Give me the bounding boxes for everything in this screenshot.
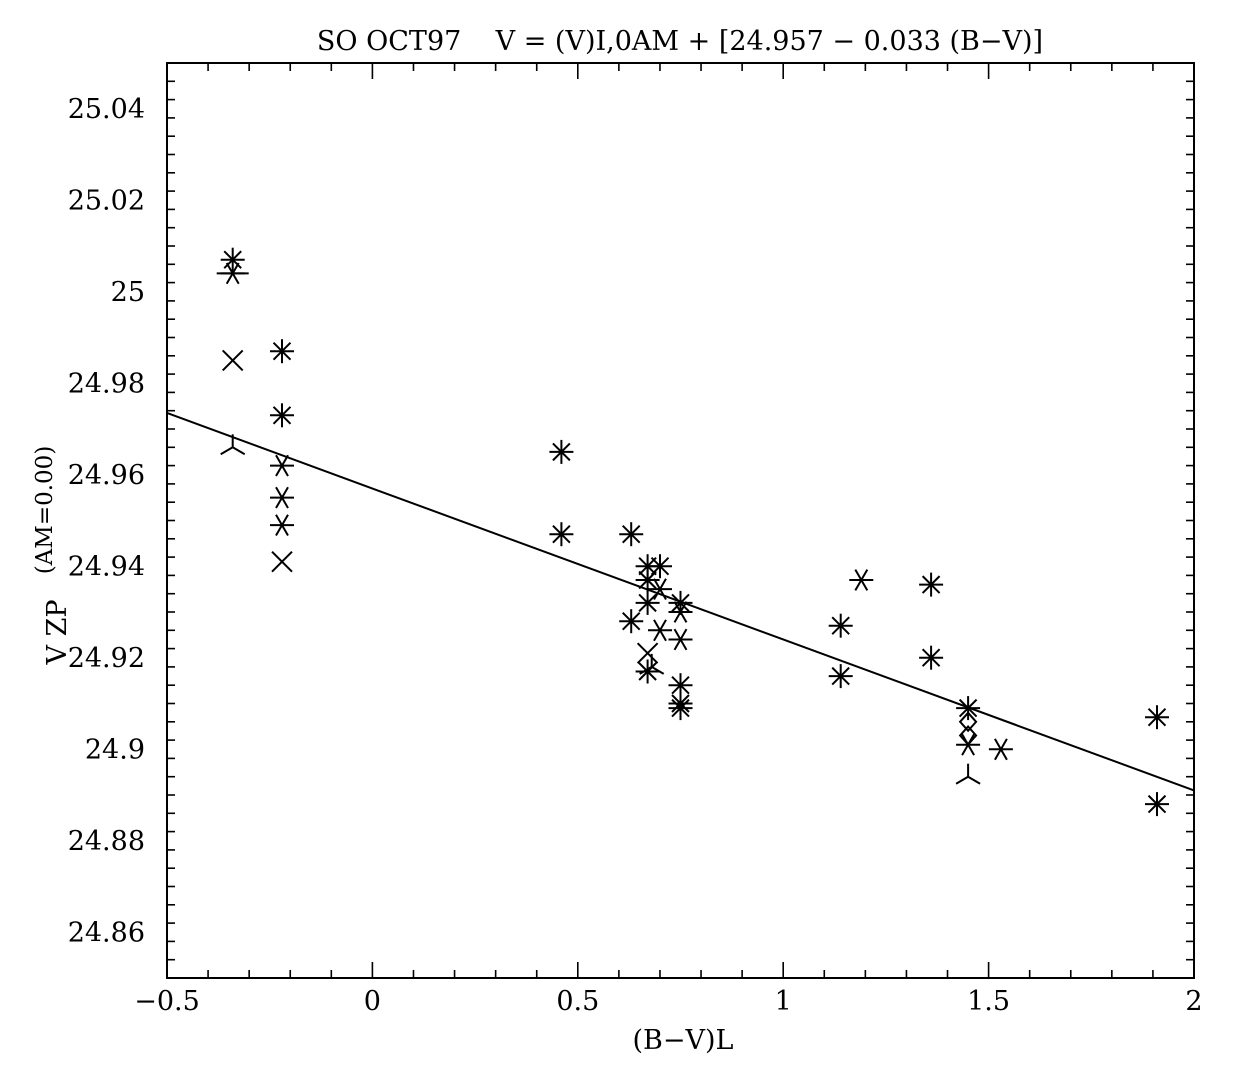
data-point-asterisk — [220, 247, 245, 272]
chart-title: SO OCT97 V = (V)I,0AM + [24.957 − 0.033 … — [317, 26, 1043, 57]
data-point-asterisk — [619, 522, 644, 547]
plot-frame — [166, 62, 1195, 979]
data-point-cross — [221, 349, 244, 372]
x-tick-label: 1 — [775, 986, 792, 1017]
x-tick-label: 0 — [364, 986, 381, 1017]
data-point-asterisk — [919, 572, 944, 597]
y-tick-label: 24.88 — [68, 826, 145, 857]
x-tick-label: 1.5 — [967, 986, 1010, 1017]
y-tick-label: 25.04 — [68, 94, 145, 125]
y-tick-label: 24.86 — [68, 917, 145, 948]
data-point-tri — [639, 653, 665, 675]
data-point-cross — [271, 550, 293, 573]
data-point-asterisk — [828, 664, 853, 689]
x-tick-label: 0.5 — [556, 986, 599, 1017]
y-tick-label: 24.9 — [85, 734, 145, 765]
data-point-star6 — [648, 619, 672, 642]
y-tick-label: 24.94 — [68, 551, 145, 582]
data-point-star6 — [668, 628, 693, 651]
data-point-asterisk — [635, 659, 660, 684]
data-point-tri — [955, 763, 981, 785]
x-tick-label: −0.5 — [134, 986, 200, 1017]
data-point-asterisk — [668, 696, 693, 721]
data-point-tri — [220, 434, 246, 456]
y-tick-label: 24.98 — [68, 368, 145, 399]
data-point-asterisk — [549, 522, 574, 547]
y-axis-label-main: V ZP — [42, 599, 73, 665]
data-point-star6 — [648, 578, 672, 600]
data-point-asterisk — [1145, 792, 1169, 817]
data-point-asterisk — [919, 645, 944, 670]
data-point-star6 — [270, 514, 294, 536]
y-axis-label: V ZP (AM=0.00) — [32, 446, 73, 666]
data-point-asterisk — [549, 439, 574, 464]
y-tick-label: 25.02 — [68, 185, 145, 216]
data-point-asterisk — [270, 403, 294, 428]
data-point-star6 — [270, 454, 294, 477]
data-point-star6 — [270, 486, 294, 509]
data-point-star6 — [668, 601, 693, 623]
axis-ticks: −0.5 0 0.5 1 1.5 2 24.86 24.88 24.9 24.92 24.94 24.… — [68, 62, 1203, 1017]
x-axis-label: (B−V)L — [633, 1025, 734, 1056]
y-axis-label-sub: (AM=0.00) — [32, 446, 58, 575]
data-point-asterisk — [956, 696, 981, 721]
data-point-diamond — [958, 724, 978, 747]
data-point-star6 — [988, 738, 1013, 761]
y-tick-label: 24.92 — [68, 643, 145, 674]
y-tick-label: 25 — [111, 277, 145, 308]
data-points — [216, 247, 1169, 817]
x-tick-label: 2 — [1185, 986, 1202, 1017]
data-point-diamond — [958, 711, 978, 733]
data-point-asterisk — [648, 554, 672, 579]
data-point-asterisk — [828, 613, 853, 638]
data-point-asterisk — [635, 590, 660, 615]
data-point-asterisk — [270, 339, 294, 364]
data-point-cross — [636, 642, 659, 664]
y-tick-label: 24.96 — [68, 460, 145, 491]
data-point-asterisk — [1145, 705, 1169, 730]
data-point-star6 — [849, 569, 874, 591]
data-point-asterisk — [619, 609, 644, 634]
